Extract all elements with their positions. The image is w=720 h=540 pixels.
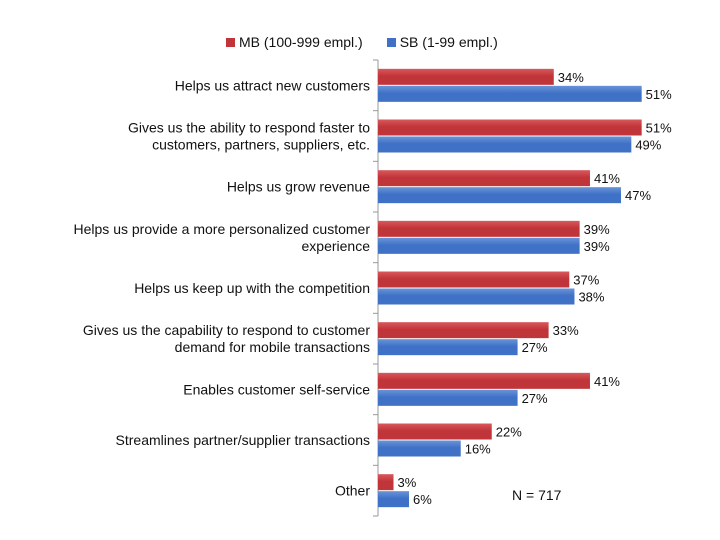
legend-item-mb: MB (100-999 empl.) (226, 34, 363, 50)
category-label: Gives us the capability to respond to cu… (83, 322, 370, 355)
legend-item-sb: SB (1-99 empl.) (386, 34, 498, 50)
category-label: Streamlines partner/supplier transaction… (116, 432, 370, 448)
bar-mb (378, 372, 590, 389)
bar-mb (378, 68, 554, 85)
data-label-mb: 39% (584, 222, 610, 237)
category-label-line: Streamlines partner/supplier transaction… (116, 432, 370, 448)
category-label: Gives us the ability to respond faster t… (128, 120, 370, 153)
data-label-mb: 22% (496, 425, 522, 440)
bar-sb (378, 85, 642, 102)
category-label-line: customers, partners, suppliers, etc. (152, 137, 370, 153)
category-label-line: Gives us the ability to respond faster t… (128, 120, 370, 136)
data-label-mb: 41% (594, 171, 620, 186)
bar-mb (378, 474, 394, 491)
category-label-line: demand for mobile transactions (175, 339, 370, 355)
bar-sb (378, 491, 410, 508)
category-label-line: experience (302, 238, 371, 254)
data-label-mb: 34% (558, 70, 584, 85)
bar-sb (378, 187, 621, 204)
chart-legend: MB (100-999 empl.) SB (1-99 empl.) (226, 34, 516, 50)
data-label-sb: 51% (646, 87, 672, 102)
data-label-sb: 39% (584, 239, 610, 254)
category-label-line: Gives us the capability to respond to cu… (83, 322, 370, 338)
data-label-sb: 47% (625, 188, 651, 203)
category-label-line: Enables customer self-service (183, 381, 370, 397)
bar-sb (378, 440, 461, 457)
category-label: Helps us provide a more personalized cus… (74, 221, 371, 254)
bar-mb (378, 119, 642, 136)
bar-mb (378, 322, 549, 339)
sample-size-note: N = 717 (512, 487, 562, 503)
category-label: Helps us keep up with the competition (134, 280, 370, 296)
bar-sb (378, 288, 575, 305)
bar-mb (378, 170, 590, 187)
data-label-sb: 16% (465, 442, 491, 457)
data-label-mb: 41% (594, 374, 620, 389)
bar-mb (378, 423, 492, 440)
category-label: Helps us grow revenue (227, 179, 370, 195)
bar-mb (378, 220, 580, 237)
data-label-sb: 49% (635, 138, 661, 153)
category-label-line: Helps us attract new customers (175, 77, 370, 93)
bar-mb (378, 271, 570, 288)
bar-sb (378, 136, 632, 153)
category-label: Other (335, 483, 370, 499)
category-label: Helps us attract new customers (175, 77, 370, 93)
category-label-line: Helps us grow revenue (227, 179, 370, 195)
legend-swatch-sb (386, 37, 396, 47)
data-label-sb: 38% (578, 290, 604, 305)
category-label-line: Other (335, 483, 370, 499)
data-label-mb: 3% (398, 475, 417, 490)
data-label-mb: 51% (646, 121, 672, 136)
legend-label-sb: SB (1-99 empl.) (399, 34, 498, 50)
bar-sb (378, 339, 518, 356)
data-label-mb: 33% (553, 323, 579, 338)
data-label-mb: 37% (573, 273, 599, 288)
category-label-line: Helps us keep up with the competition (134, 280, 370, 296)
bar-sb (378, 237, 580, 254)
data-label-sb: 27% (522, 391, 548, 406)
data-label-sb: 6% (413, 492, 432, 507)
data-label-sb: 27% (522, 340, 548, 355)
legend-label-mb: MB (100-999 empl.) (239, 34, 363, 50)
legend-swatch-mb (226, 37, 235, 47)
category-label: Enables customer self-service (183, 381, 370, 397)
category-label-line: Helps us provide a more personalized cus… (74, 221, 371, 237)
bar-sb (378, 389, 518, 406)
